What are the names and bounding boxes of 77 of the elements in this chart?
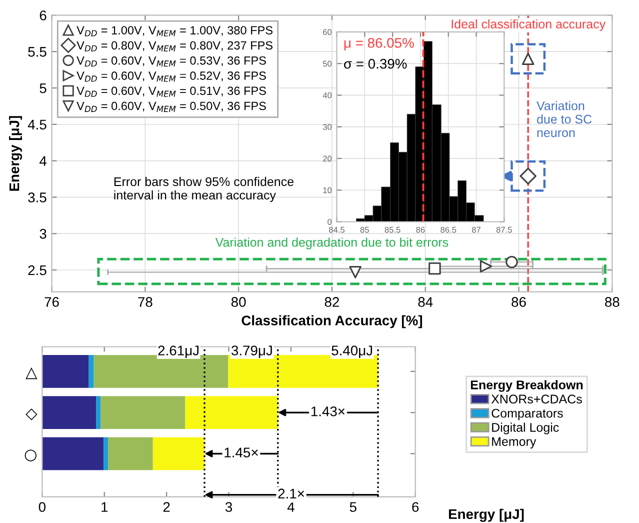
annotation: Error bars show 95% confidence interval in the mean accuracy xyxy=(114,176,294,202)
bar xyxy=(100,396,186,429)
ref-line-label: Ideal classification accuracy xyxy=(452,19,606,31)
y-tick-label: 4.5 xyxy=(28,120,46,130)
point xyxy=(480,260,492,272)
y-tick-label: ○ xyxy=(24,450,36,462)
x-tick-label: 86 xyxy=(416,226,425,233)
x-axis-title: Classification Accuracy [%] xyxy=(242,315,422,328)
y-tick-label: 20 xyxy=(323,156,332,162)
x-tick-label: 87 xyxy=(472,226,480,233)
x-tick-label: 85.5 xyxy=(384,226,400,233)
y-tick-label: 6 xyxy=(40,10,46,20)
legend-label: V$_{DD}$ = 0.60V, V$_{MEM}$ = 0.51V, 36 FPS xyxy=(76,86,266,97)
y-tick-label: 30 xyxy=(322,124,332,130)
y-axis-title: Energy [μJ] xyxy=(9,116,22,191)
x-tick-label: 1 xyxy=(102,502,108,512)
ref-line-label: 3.79μJ xyxy=(231,346,272,358)
ref-line-label: 5.40μJ xyxy=(332,346,372,358)
legend-title: Energy Breakdown xyxy=(470,380,583,392)
x-tick-label: 3 xyxy=(225,502,232,512)
x-axis-title: Energy [μJ] xyxy=(448,508,524,522)
point xyxy=(349,266,362,278)
y-tick-label: 40 xyxy=(322,92,332,98)
x-tick-label: 87.5 xyxy=(496,226,512,233)
bar xyxy=(185,396,278,429)
bar xyxy=(96,396,101,429)
x-tick-label: 76 xyxy=(44,297,59,307)
x-tick-label: 6 xyxy=(412,502,419,512)
bar xyxy=(152,437,205,470)
bar xyxy=(108,437,153,470)
ref-line-label: μ = 86.05% xyxy=(344,38,414,50)
y-tick-label: 50 xyxy=(322,60,332,67)
y-tick-label: 60 xyxy=(323,29,332,36)
annotation: Variation due to SC neuron xyxy=(536,101,592,138)
x-tick-label: 86.5 xyxy=(440,226,456,233)
y-tick-label: ◇ xyxy=(26,408,38,420)
x-tick-label: 88 xyxy=(605,297,620,307)
y-tick-label: 10 xyxy=(323,187,332,194)
legend-label: V$_{DD}$ = 0.60V, V$_{MEM}$ = 0.50V, 36 FPS xyxy=(76,102,266,112)
legend-label: V$_{DD}$ = 0.60V, V$_{MEM}$ = 0.53V, 36 FPS xyxy=(76,56,266,67)
ref-line-label: 2.61μJ xyxy=(158,346,198,358)
x-tick-label: 84 xyxy=(418,297,433,307)
annotation: 2.1× xyxy=(278,488,304,498)
y-tick-label: 0 xyxy=(328,218,332,225)
legend-label: XNORs+CDACs xyxy=(491,394,582,404)
legend-label: Memory xyxy=(492,437,536,448)
legend-label: Digital Logic xyxy=(492,422,559,434)
legend-label: V$_{DD}$ = 0.80V, V$_{MEM}$ = 0.80V, 237 FPS xyxy=(76,41,273,52)
annotation: 1.45× xyxy=(224,448,258,458)
x-tick-label: 4 xyxy=(287,502,294,512)
y-tick-label: 4 xyxy=(39,156,46,166)
annotation: σ = 0.39% xyxy=(344,58,407,69)
y-tick-label: 5.5 xyxy=(28,47,46,57)
x-tick-label: 2 xyxy=(163,502,170,512)
x-tick-label: 82 xyxy=(324,297,339,307)
y-tick-label: 3.5 xyxy=(28,192,46,202)
x-tick-label: 80 xyxy=(231,297,246,307)
bar xyxy=(104,437,108,470)
x-tick-label: 5 xyxy=(350,502,356,512)
legend-label: V$_{DD}$ = 0.60V, V$_{MEM}$ = 0.52V, 36 FPS xyxy=(76,71,266,82)
x-tick-label: 85 xyxy=(360,226,369,233)
x-tick-label: 86 xyxy=(512,297,526,307)
y-tick-label: △ xyxy=(26,367,38,380)
point xyxy=(506,256,518,268)
x-tick-label: 84.5 xyxy=(329,226,345,233)
annotation: Variation and degradation due to bit errors xyxy=(215,238,448,250)
bar xyxy=(42,396,96,429)
legend-label: V$_{DD}$ = 1.00V, V$_{MEM}$ = 1.00V, 380 FPS xyxy=(76,26,273,36)
bar xyxy=(88,354,94,388)
point xyxy=(428,262,441,275)
y-tick-label: 5 xyxy=(40,83,46,94)
bar xyxy=(42,354,89,388)
annotation: 1.43× xyxy=(311,406,345,416)
legend-label: Comparators xyxy=(492,408,563,420)
x-tick-label: 78 xyxy=(138,297,152,307)
y-tick-label: 2.5 xyxy=(28,265,46,276)
bar xyxy=(42,437,104,470)
